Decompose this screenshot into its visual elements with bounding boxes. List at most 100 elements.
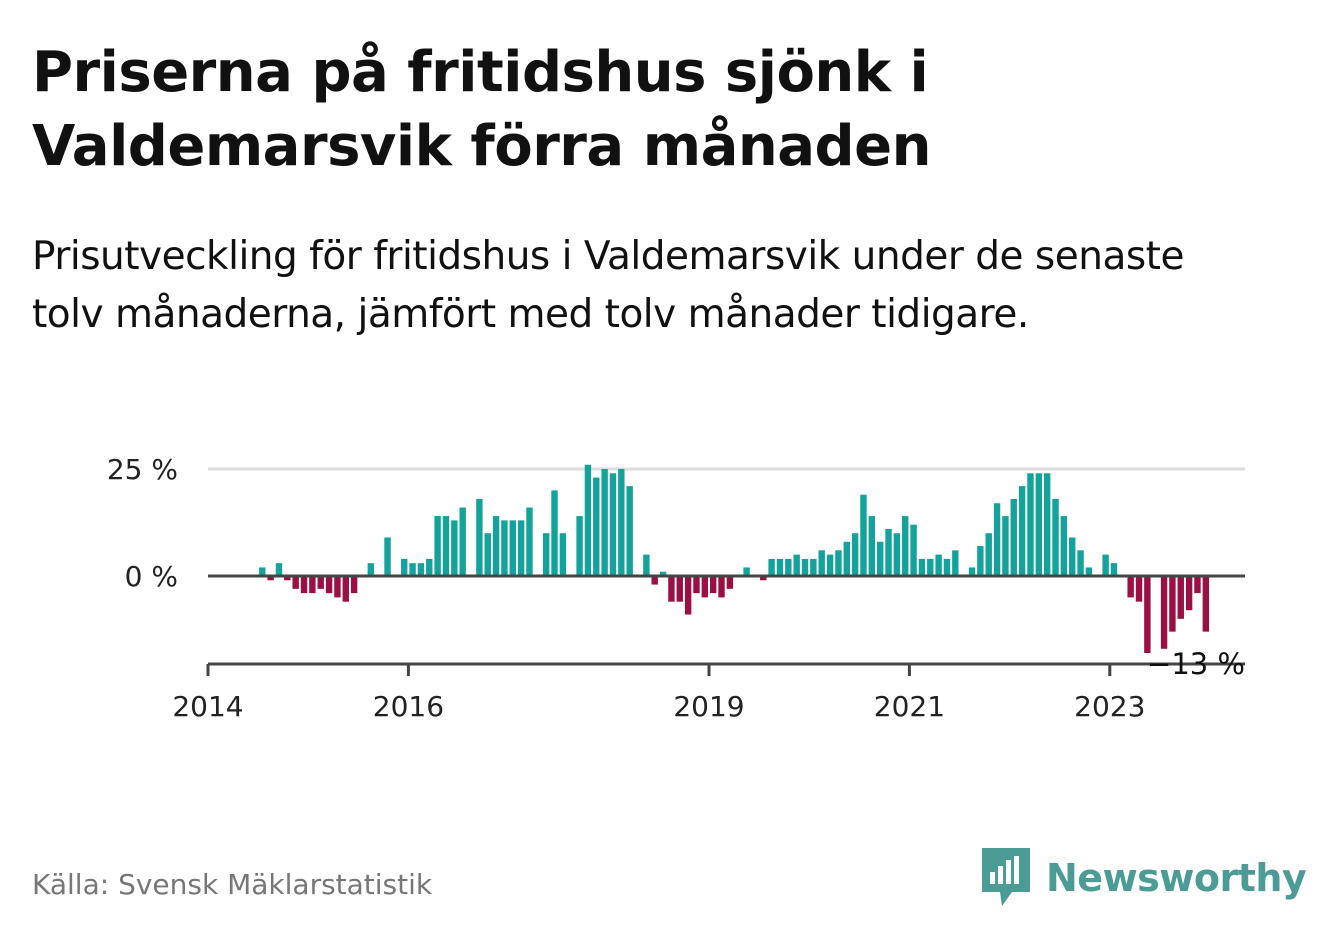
bar: [442, 516, 450, 576]
bar: [776, 558, 784, 576]
bar: [876, 541, 884, 576]
bar: [968, 567, 976, 576]
bar: [718, 576, 725, 598]
bar: [927, 558, 934, 576]
bar: [977, 546, 984, 576]
bar: [1144, 576, 1151, 654]
bar: [1085, 567, 1093, 576]
bar: [325, 576, 333, 594]
bar: [526, 507, 533, 576]
bar: [902, 516, 909, 576]
bar: [1160, 576, 1168, 649]
bar: [818, 550, 825, 576]
x-tick-label: 2014: [172, 690, 243, 723]
bar: [935, 554, 942, 576]
bar: [793, 554, 800, 576]
bar: [1077, 550, 1084, 576]
bar: [1052, 498, 1059, 576]
bar: [1010, 498, 1017, 576]
bar: [275, 563, 283, 576]
bar: [409, 563, 416, 576]
bar: [743, 567, 750, 576]
bar: [309, 576, 316, 594]
bar: [1043, 473, 1051, 576]
bars: [259, 464, 1210, 654]
bar: [484, 533, 491, 576]
bar: [768, 558, 775, 576]
bar: [918, 558, 926, 576]
bar: [501, 520, 508, 576]
bar: [593, 477, 600, 576]
bar: [1127, 576, 1134, 598]
bar: [292, 576, 299, 589]
bar: [835, 550, 842, 576]
bar: [693, 576, 700, 594]
bar: [476, 498, 483, 576]
bar: [417, 563, 425, 576]
newsworthy-logo: Newsworthy: [982, 848, 1307, 908]
bar: [726, 576, 734, 589]
x-tick-label: 2023: [1074, 690, 1145, 723]
bar: [259, 567, 266, 576]
bar: [1135, 576, 1143, 602]
bar: [943, 558, 951, 576]
bar: [1027, 473, 1034, 576]
bar: [434, 516, 441, 576]
bar: [885, 528, 892, 576]
bar: [609, 473, 617, 576]
bar: [1002, 516, 1009, 576]
bar: [300, 576, 308, 594]
bar-chart: 25 % 0 % 2014 2016 2019 2021 2023−13 %: [107, 453, 1245, 723]
bar: [810, 558, 817, 576]
bar: [1177, 576, 1184, 619]
axes: [206, 574, 1245, 676]
bar: [384, 537, 391, 576]
bar: [651, 576, 658, 585]
bar: [643, 554, 650, 576]
y-tick-label: 0 %: [125, 560, 178, 593]
bar: [1102, 554, 1109, 576]
x-tick-label: 2016: [373, 690, 444, 723]
bar: [985, 533, 992, 576]
bar: [676, 576, 683, 602]
bar: [1069, 537, 1076, 576]
bar: [626, 486, 633, 576]
bar: [1169, 576, 1176, 632]
labels: 25 % 0 % 2014 2016 2019 2021 2023−13 %: [107, 453, 1245, 723]
bar: [284, 576, 291, 581]
chart-title: Priserna på fritidshus sjönk i Valdemars…: [32, 40, 931, 179]
bar: [684, 576, 692, 615]
bar: [342, 576, 349, 602]
bar: [868, 516, 876, 576]
bar: [893, 533, 901, 576]
bar: [668, 576, 675, 602]
bar: [542, 533, 550, 576]
bar: [334, 576, 341, 598]
bar: [559, 533, 567, 576]
bar: [910, 524, 917, 576]
bar: [459, 507, 466, 576]
bar: [350, 576, 358, 594]
bar: [760, 576, 767, 581]
bar: [659, 571, 667, 576]
bar: [851, 533, 859, 576]
x-tick-label: 2019: [673, 690, 744, 723]
bar: [826, 554, 834, 576]
bar: [993, 503, 1001, 576]
bar: [785, 558, 792, 576]
bar: [426, 558, 433, 576]
bar: [1110, 563, 1118, 576]
bar: [451, 520, 458, 576]
y-tick-label: 25 %: [107, 453, 178, 486]
brand-name: Newsworthy: [1046, 856, 1307, 900]
bar: [801, 558, 809, 576]
bar: [618, 469, 625, 576]
bar: [1185, 576, 1193, 611]
bar: [367, 563, 375, 576]
bar: [317, 576, 324, 589]
bar: [1060, 516, 1068, 576]
chart-subtitle: Prisutveckling för fritidshus i Valdemar…: [32, 234, 1184, 337]
bar: [509, 520, 516, 576]
bar: [576, 516, 583, 576]
bar: [601, 469, 608, 576]
